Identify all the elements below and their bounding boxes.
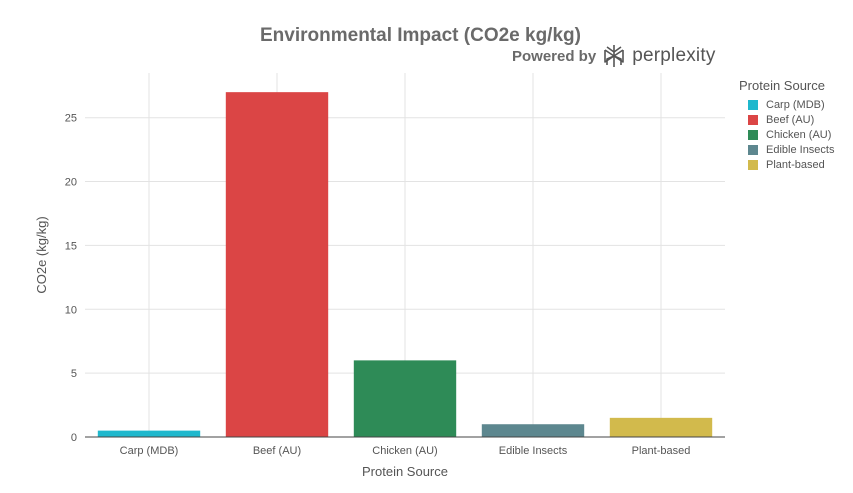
legend-swatch — [748, 114, 758, 125]
legend-label: Chicken (AU) — [766, 128, 832, 141]
bar-carp-mdb — [97, 430, 201, 437]
legend-label: Beef (AU) — [766, 113, 815, 126]
legend-item[interactable]: Beef (AU) — [739, 112, 834, 127]
legend-item[interactable]: Chicken (AU) — [739, 127, 834, 142]
bar-plant-based — [609, 417, 713, 437]
legend-item[interactable]: Plant-based — [739, 157, 834, 172]
legend-label: Plant-based — [766, 158, 825, 171]
bar-chicken-au — [353, 360, 457, 437]
y-axis-title: CO2e (kg/kg) — [34, 216, 49, 293]
y-tick-label: 5 — [71, 368, 77, 380]
bars — [97, 92, 713, 437]
x-tick-label: Beef (AU) — [253, 445, 301, 457]
x-axis-title: Protein Source — [362, 464, 448, 479]
axes: 0 5 10 15 20 25 Carp (MDB) Beef (AU) Chicken (AU… — [34, 113, 725, 479]
bar-beef-au — [225, 92, 329, 437]
x-tick-label: Chicken (AU) — [372, 445, 437, 457]
legend-swatch — [748, 159, 758, 170]
legend-label: Carp (MDB) — [766, 98, 825, 111]
legend-label: Edible Insects — [766, 143, 835, 156]
legend-title: Protein Source — [739, 78, 825, 93]
x-tick-label: Plant-based — [632, 445, 691, 457]
y-tick-label: 15 — [65, 240, 77, 252]
y-tick-label: 0 — [71, 432, 77, 444]
legend-item[interactable]: Carp (MDB) — [739, 97, 834, 112]
y-tick-label: 10 — [65, 304, 77, 316]
brand-name: perplexity — [632, 45, 716, 66]
legend-swatch — [748, 99, 758, 110]
legend-swatch — [748, 144, 758, 155]
legend-item[interactable]: Edible Insects — [739, 142, 834, 157]
legend-swatch — [748, 129, 758, 140]
bar-edible-insects — [481, 424, 585, 437]
chart-title: Environmental Impact (CO2e kg/kg) — [260, 25, 581, 46]
y-tick-label: 20 — [65, 177, 77, 189]
x-tick-label: Carp (MDB) — [120, 445, 179, 457]
y-tick-label: 25 — [65, 113, 77, 125]
legend: Protein Source Carp (MDB) Beef (AU) Chicke… — [739, 78, 834, 172]
x-tick-label: Edible Insects — [499, 445, 568, 457]
powered-by: Powered by perplexity — [512, 44, 716, 68]
perplexity-logo-icon — [604, 45, 625, 67]
powered-by-text: Powered by — [512, 47, 597, 65]
